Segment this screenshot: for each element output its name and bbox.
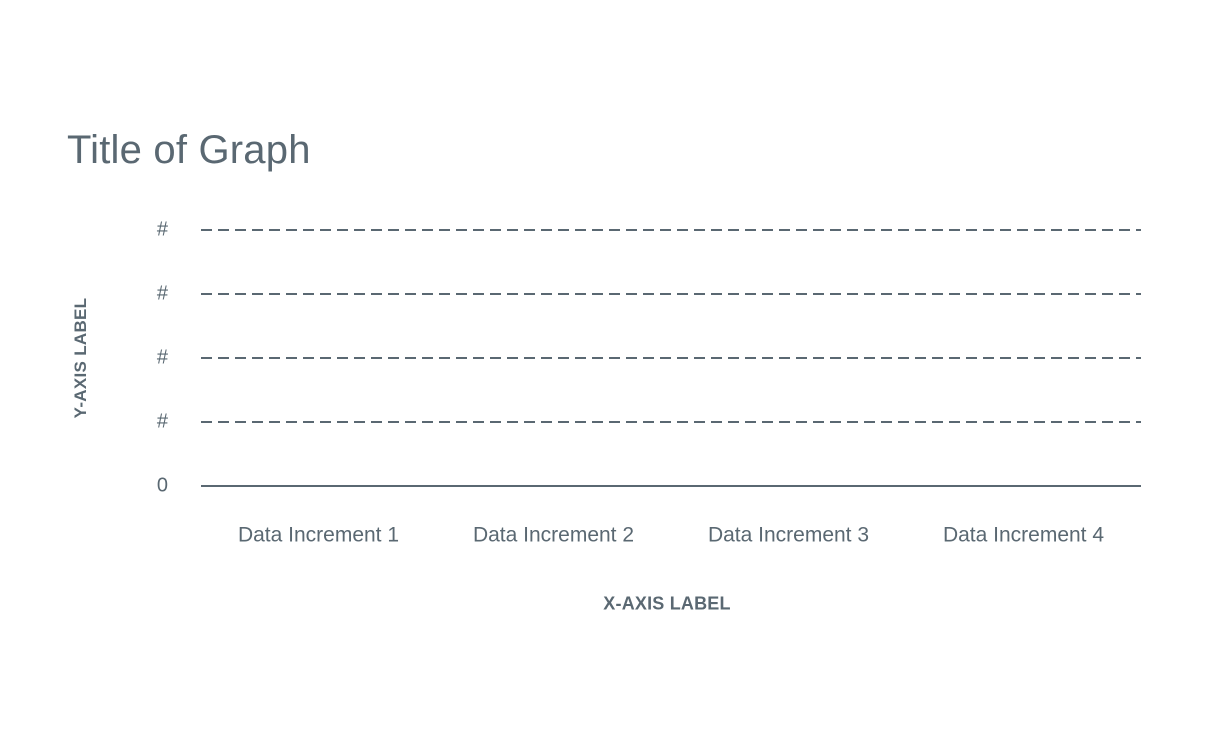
x-tick-label: Data Increment 1 [238, 524, 399, 547]
x-tick-label: Data Increment 3 [708, 524, 869, 547]
chart-title: Title of Graph [67, 128, 311, 172]
x-tick-label: Data Increment 4 [943, 524, 1104, 547]
x-tick-label: Data Increment 2 [473, 524, 634, 547]
y-tick-label: # [157, 218, 169, 240]
y-tick-label: 0 [157, 474, 168, 496]
y-tick-label: # [157, 346, 169, 368]
x-axis-title: X-AXIS LABEL [603, 593, 731, 614]
y-tick-label: # [157, 410, 169, 432]
y-tick-label: # [157, 282, 169, 304]
